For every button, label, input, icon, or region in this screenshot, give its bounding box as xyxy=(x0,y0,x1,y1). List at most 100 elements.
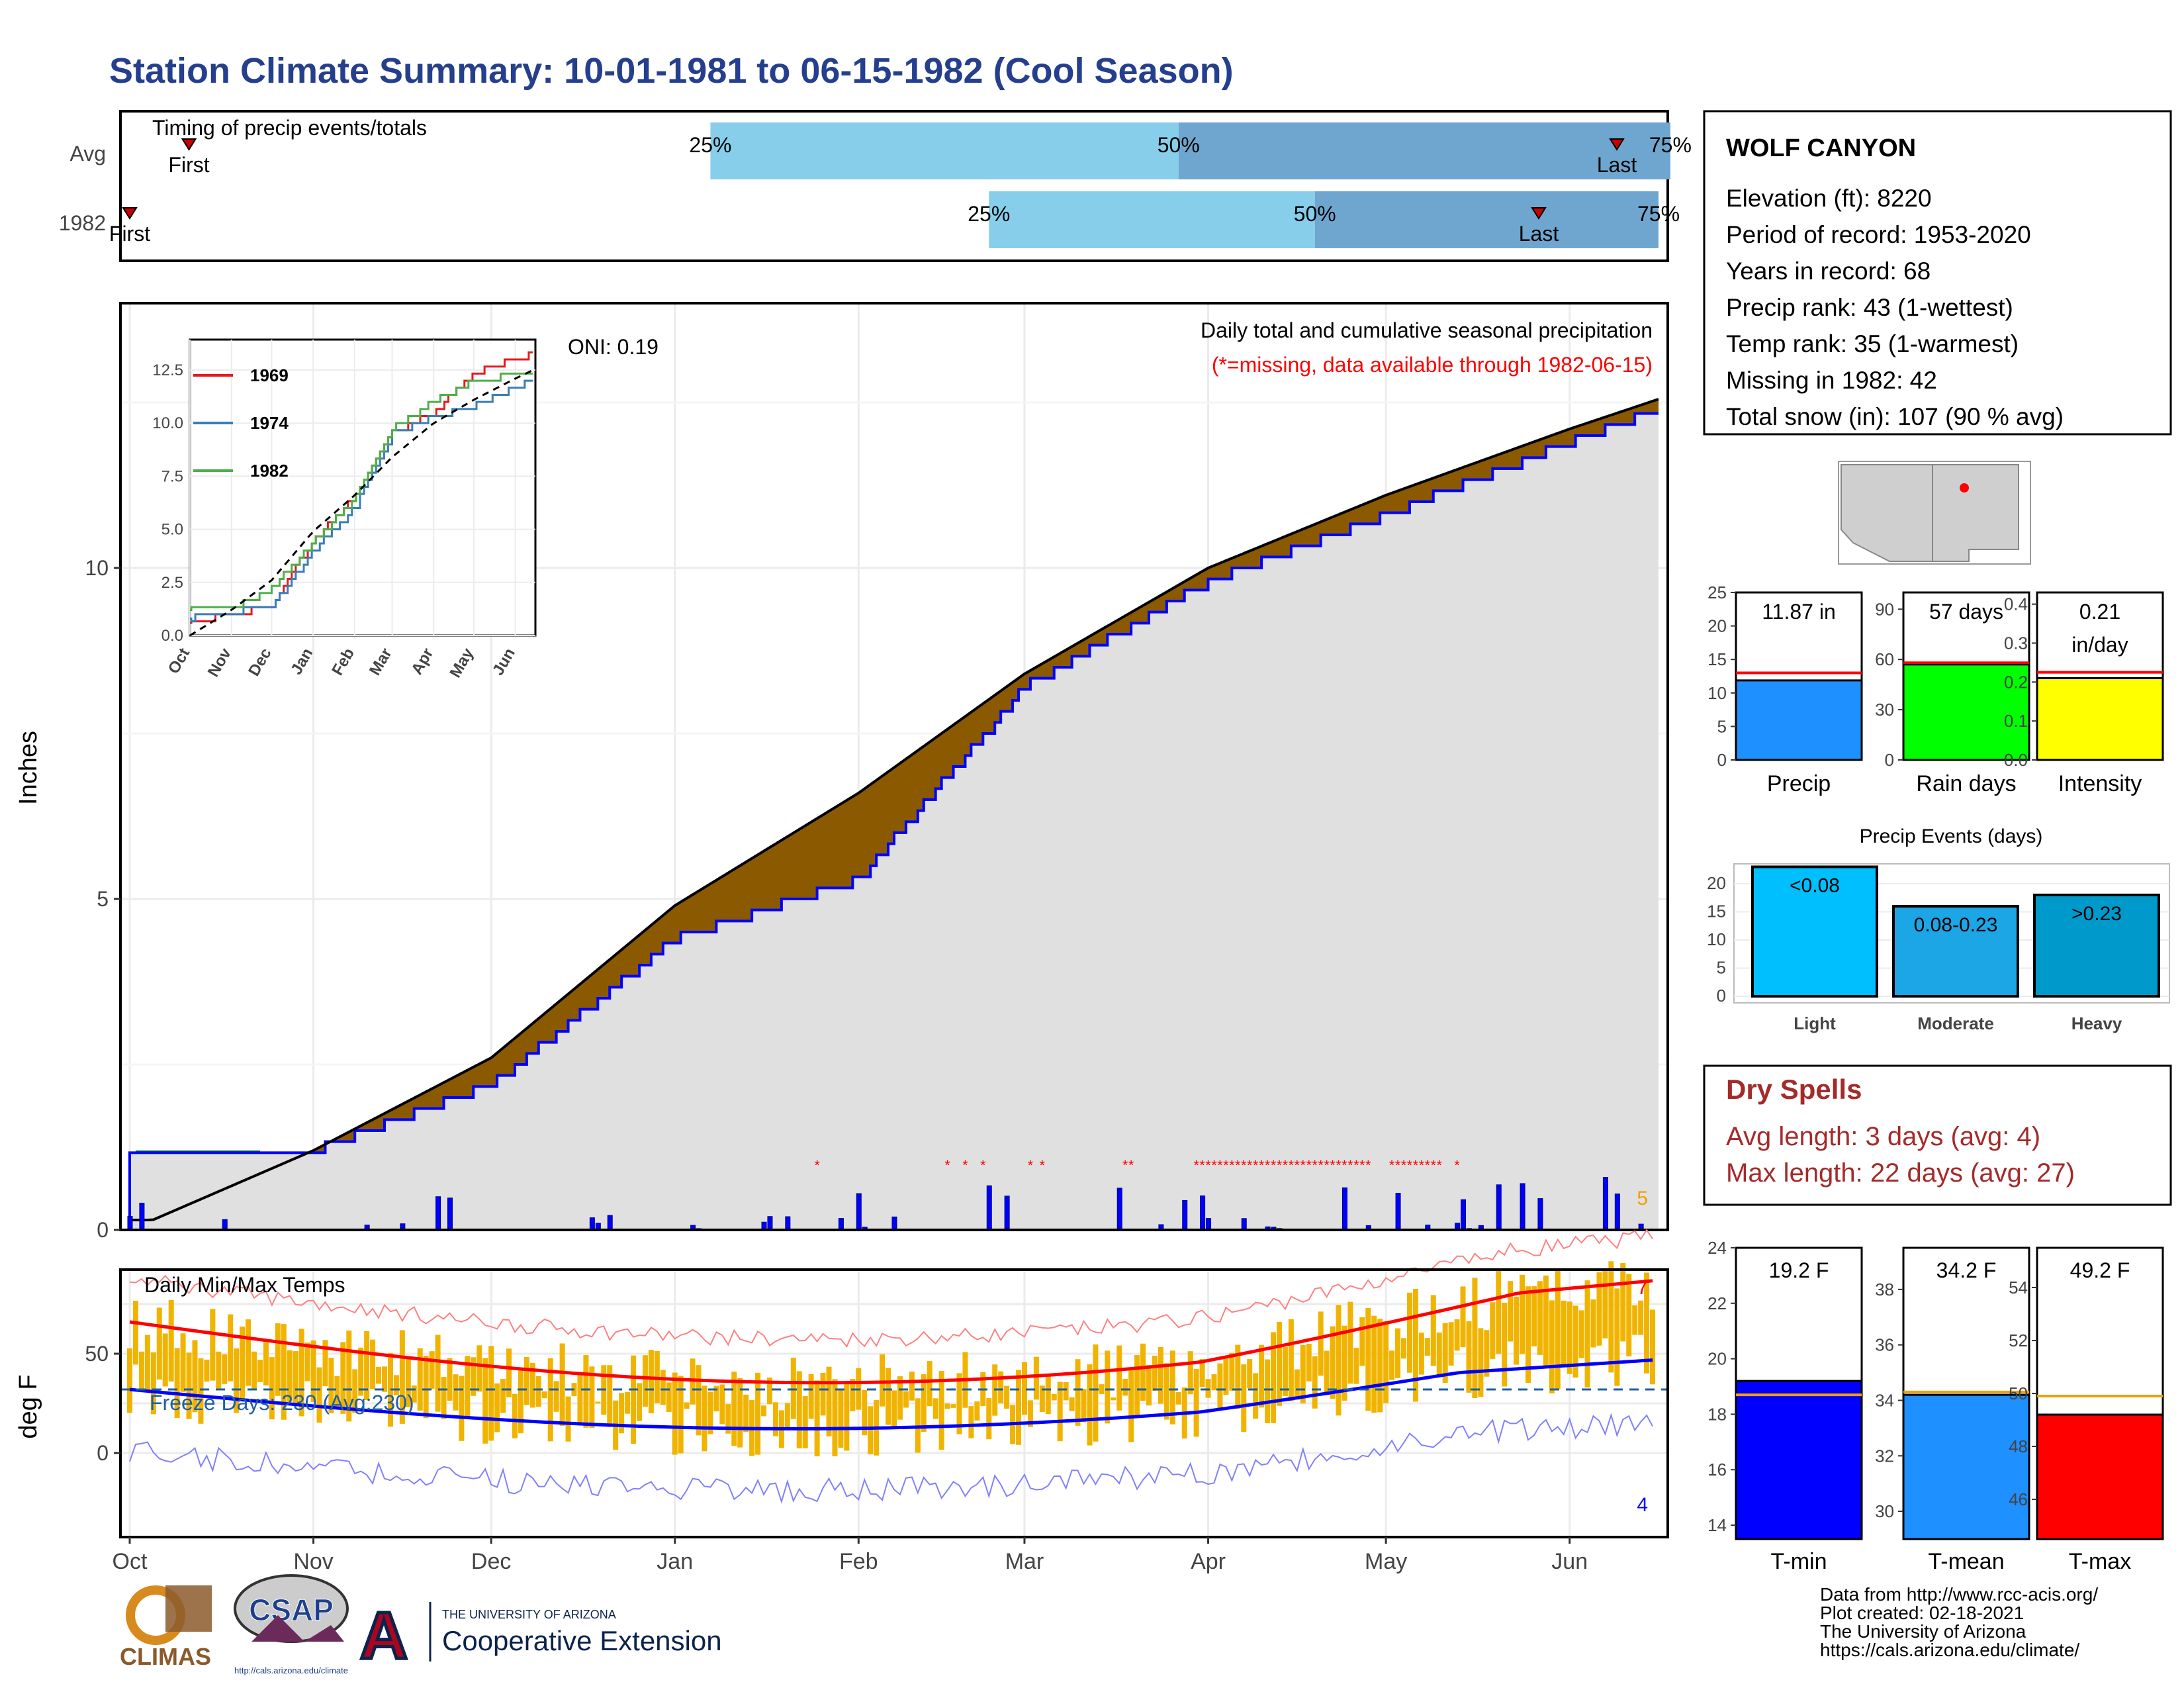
temp-y-tick: 50 xyxy=(85,1342,109,1366)
temp-bar xyxy=(1508,1281,1514,1342)
temp-y-tick: 0 xyxy=(97,1441,109,1465)
precip-panel: * * * * * * * * * * * * * * * * * * * * * * * * * * * * * * * * * * * * * * * *… xyxy=(15,302,1669,1242)
temp-bar xyxy=(435,1335,441,1412)
temp-bar xyxy=(719,1384,725,1425)
temp-bar xyxy=(441,1377,447,1419)
main-y-tick: 10 xyxy=(85,556,109,580)
temp-bar-tick: 30 xyxy=(1875,1501,1894,1521)
missing-marker: * xyxy=(1312,1157,1318,1174)
temp-bar-tick: 32 xyxy=(1875,1446,1894,1466)
temp-bar-fill xyxy=(1735,1380,1863,1540)
month-label: Mar xyxy=(1005,1549,1044,1574)
svg-text:CLIMAS: CLIMAS xyxy=(120,1643,211,1670)
temp-bar xyxy=(660,1370,666,1405)
missing-marker: * xyxy=(1324,1157,1330,1174)
daily-bar xyxy=(767,1216,773,1231)
temp-bar-fill xyxy=(1902,1393,2030,1540)
temp-bar xyxy=(772,1402,778,1436)
temp-bar xyxy=(518,1370,523,1434)
temp-bar xyxy=(1638,1300,1644,1335)
missing-marker: * xyxy=(1283,1157,1289,1174)
daily-bar xyxy=(1461,1199,1467,1231)
temp-bar xyxy=(1460,1286,1466,1348)
temp-bar xyxy=(168,1300,174,1382)
temp-bar xyxy=(269,1357,275,1420)
station-line: Precip rank: 43 (1-wettest) xyxy=(1726,294,2013,321)
temp-bar xyxy=(1418,1333,1424,1375)
temp-bar xyxy=(346,1331,352,1422)
missing-marker: * xyxy=(944,1157,950,1174)
daily-bar xyxy=(986,1185,992,1231)
missing-marker: * xyxy=(1193,1157,1199,1174)
temp-bar xyxy=(328,1358,334,1413)
temp-bar xyxy=(998,1371,1004,1404)
missing-marker: * xyxy=(1365,1157,1371,1174)
missing-marker: * xyxy=(814,1157,820,1174)
temp-bar xyxy=(666,1382,672,1413)
temp-bar xyxy=(1229,1352,1235,1391)
mini-bar-value: 57 days xyxy=(1929,600,2003,624)
temp-bar xyxy=(293,1351,298,1405)
temp-bar xyxy=(1169,1350,1175,1425)
temp-bar xyxy=(1330,1326,1336,1399)
station-info-box: WOLF CANYON Elevation (ft): 8220 Period … xyxy=(1703,110,2172,436)
missing-marker: * xyxy=(1241,1157,1247,1174)
temp-bar xyxy=(429,1351,435,1389)
mini-bar-label: Rain days xyxy=(1916,771,2016,796)
temp-bar xyxy=(234,1348,240,1413)
temp-bar xyxy=(393,1375,399,1395)
temp-bar xyxy=(222,1354,228,1384)
missing-marker: * xyxy=(980,1157,986,1174)
temp-bar xyxy=(1590,1299,1596,1348)
temp-bar xyxy=(862,1389,868,1436)
temp-bar xyxy=(1187,1351,1193,1395)
inset-y-tick: 5.0 xyxy=(161,521,183,539)
timing-row-label-avg: Avg xyxy=(69,142,106,165)
temp-bar xyxy=(1395,1328,1401,1378)
credit-line: The University of Arizona xyxy=(1820,1621,2026,1642)
dry-spells-box: Dry Spells Avg length: 3 days (avg: 4) M… xyxy=(1703,1064,2172,1206)
temp-bar xyxy=(707,1391,713,1434)
csap-logo: CSAP http://cals.arizona.edu/climate xyxy=(234,1574,349,1675)
main-y-tick: 0 xyxy=(97,1218,109,1242)
temp-bar xyxy=(1205,1379,1211,1398)
temp-bar xyxy=(1033,1356,1039,1400)
temp-bar xyxy=(1146,1365,1152,1406)
missing-marker: * xyxy=(1330,1157,1336,1174)
missing-marker: * xyxy=(1199,1157,1205,1174)
temp-bar-tick: 54 xyxy=(2009,1278,2028,1297)
temp-bar xyxy=(595,1401,601,1404)
events-bar xyxy=(1892,905,2019,998)
temp-bar xyxy=(1282,1346,1288,1396)
temp-bar xyxy=(838,1389,844,1448)
mini-bar-tick: 0 xyxy=(1717,750,1727,770)
mini-bar-fill xyxy=(1735,679,1863,761)
temp-bar xyxy=(240,1327,246,1400)
events-title: Precip Events (days) xyxy=(1860,825,2043,847)
temp-bar xyxy=(1454,1319,1460,1351)
temp-bar xyxy=(156,1307,162,1380)
temp-bar xyxy=(1324,1350,1330,1394)
temp-daily-bars xyxy=(127,1261,1656,1457)
timing-bar-q25-q50 xyxy=(989,191,1315,248)
temp-bar xyxy=(1093,1344,1099,1442)
temp-bar xyxy=(405,1356,411,1407)
mini-bar-fill xyxy=(2036,677,2164,761)
temp-bar xyxy=(637,1383,642,1421)
inset-legend-label: 1974 xyxy=(250,413,289,433)
missing-marker: * xyxy=(1205,1157,1211,1174)
month-axis: Oct Nov Dec Jan Feb Mar Apr May Jun xyxy=(113,1537,1588,1574)
temp-bar xyxy=(316,1367,322,1423)
temp-bar xyxy=(559,1343,565,1427)
avg-low-line xyxy=(129,1358,1653,1430)
temps-corner-max: 7 xyxy=(1637,1277,1648,1299)
daily-bar xyxy=(607,1215,613,1231)
temp-bar xyxy=(180,1333,186,1392)
mini-bar-tick: 60 xyxy=(1875,649,1894,669)
mini-bar-rain-days: 57 days 0 30 60 90 Rain days xyxy=(1875,591,2030,796)
temp-bar xyxy=(832,1379,838,1456)
daily-bar xyxy=(1395,1193,1401,1231)
line-observed xyxy=(128,412,1659,1230)
temp-bar xyxy=(1057,1382,1063,1442)
